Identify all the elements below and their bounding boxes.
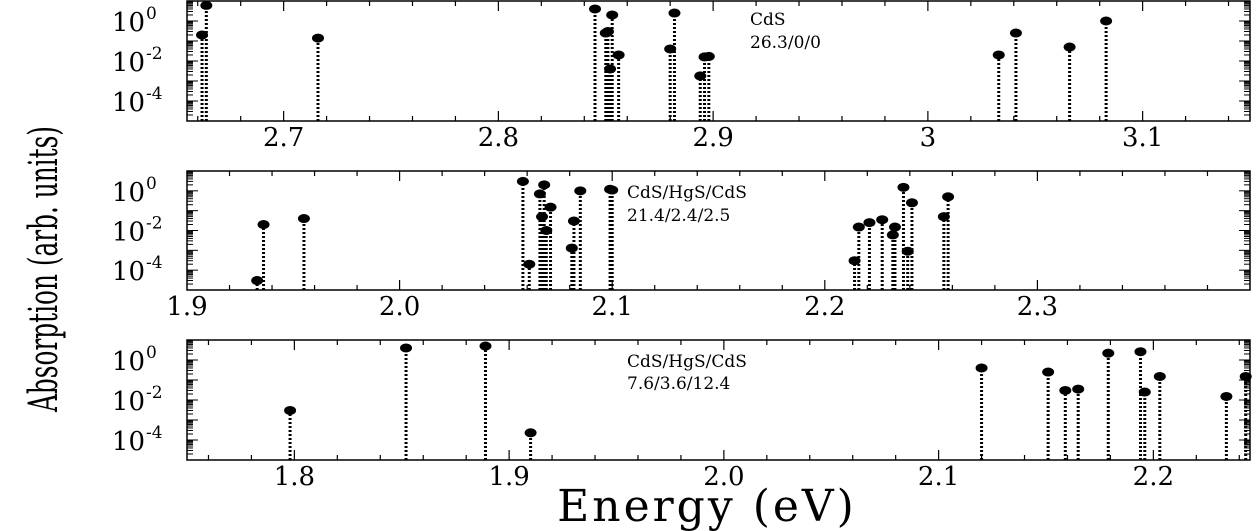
y-tick-label: 10	[112, 347, 145, 377]
plot-frame	[186, 0, 1251, 122]
data-point	[975, 363, 988, 373]
y-tick-label: 10	[112, 427, 145, 457]
x-tick-label: 1.8	[274, 462, 315, 492]
data-point	[1072, 384, 1085, 394]
y-tick-exponent: 0	[146, 4, 157, 24]
x-tick-label: 2.1	[592, 292, 633, 322]
y-tick-label: 10	[112, 257, 145, 287]
x-tick-label: 3	[920, 123, 937, 153]
data-point	[604, 64, 617, 74]
data-point	[524, 428, 537, 438]
data-point	[1063, 42, 1076, 52]
x-tick-label: 2.2	[1133, 462, 1174, 492]
data-point	[1100, 16, 1113, 26]
data-point	[888, 222, 901, 232]
data-point	[1153, 371, 1166, 381]
series-points	[251, 176, 955, 290]
x-axis-title: Energy (eV)	[557, 481, 857, 531]
data-point	[523, 259, 536, 269]
x-tick-label: 2.1	[918, 462, 959, 492]
panel-annotation-material: CdS	[750, 10, 786, 30]
data-point	[257, 220, 270, 230]
panel-annotation-dimensions: 21.4/2.4/2.5	[627, 206, 730, 226]
data-point	[589, 4, 602, 14]
x-tick-label: 1.9	[488, 462, 529, 492]
data-point	[702, 51, 715, 61]
data-point	[876, 215, 889, 225]
x-tick-label: 2.3	[1017, 292, 1058, 322]
y-tick-label: 10	[112, 88, 145, 118]
data-point	[601, 26, 614, 36]
data-point	[544, 202, 557, 212]
data-point	[992, 50, 1005, 60]
data-point	[1009, 28, 1022, 38]
data-point	[606, 10, 619, 20]
y-tick-label: 10	[112, 48, 145, 78]
data-point	[852, 222, 865, 232]
data-point	[538, 180, 551, 190]
data-point	[400, 343, 413, 353]
data-point	[479, 341, 492, 351]
data-point	[1239, 371, 1252, 381]
data-point	[863, 218, 876, 228]
x-tick-label: 2.2	[804, 292, 845, 322]
data-point	[668, 8, 681, 18]
data-point	[567, 216, 580, 226]
y-tick-label: 10	[112, 387, 145, 417]
y-tick-exponent: -4	[146, 84, 163, 104]
data-point	[565, 243, 578, 253]
x-tick-label: 1.9	[166, 292, 207, 322]
data-point	[516, 176, 529, 186]
data-point	[606, 185, 619, 195]
data-point	[1059, 385, 1072, 395]
data-point	[937, 212, 950, 222]
panel-annotation-material: CdS/HgS/CdS	[627, 352, 747, 372]
data-point	[942, 192, 955, 202]
data-point	[886, 230, 899, 240]
data-point	[536, 212, 549, 222]
y-axis-title: Absorption (arb. units)	[20, 126, 67, 413]
y-tick-exponent: -2	[146, 44, 163, 64]
data-point	[897, 182, 910, 192]
data-point	[612, 50, 625, 60]
data-point	[1042, 367, 1055, 377]
series-points	[284, 341, 1252, 460]
panel-annotation-dimensions: 7.6/3.6/12.4	[627, 374, 730, 394]
y-tick-label: 10	[112, 8, 145, 38]
x-tick-label: 2.0	[703, 462, 744, 492]
data-point	[297, 214, 310, 224]
data-point	[1220, 391, 1233, 401]
x-tick-label: 2.9	[692, 123, 733, 153]
y-tick-label: 10	[112, 178, 145, 208]
x-tick-label: 2.8	[478, 123, 519, 153]
data-point	[251, 276, 264, 286]
panel-annotation-material: CdS/HgS/CdS	[627, 183, 747, 203]
data-point	[1134, 347, 1147, 357]
data-point	[311, 33, 324, 43]
y-tick-exponent: -2	[146, 383, 163, 403]
y-tick-exponent: 0	[146, 343, 157, 363]
series-points	[196, 0, 1113, 121]
x-tick-label: 3.1	[1122, 123, 1163, 153]
data-point	[905, 198, 918, 208]
data-point	[574, 186, 587, 196]
x-tick-label: 2.7	[263, 123, 304, 153]
y-tick-exponent: 0	[146, 174, 157, 194]
panel-annotation-dimensions: 26.3/0/0	[750, 33, 821, 53]
y-tick-exponent: -2	[146, 214, 163, 234]
data-point	[284, 405, 297, 415]
data-point	[1138, 387, 1151, 397]
x-tick-label: 2.0	[379, 292, 420, 322]
y-tick-exponent: -4	[146, 253, 163, 273]
data-point	[1102, 348, 1115, 358]
data-point	[694, 71, 707, 81]
data-point	[848, 256, 861, 266]
y-tick-exponent: -4	[146, 423, 163, 443]
y-tick-label: 10	[112, 218, 145, 248]
data-point	[200, 0, 213, 10]
